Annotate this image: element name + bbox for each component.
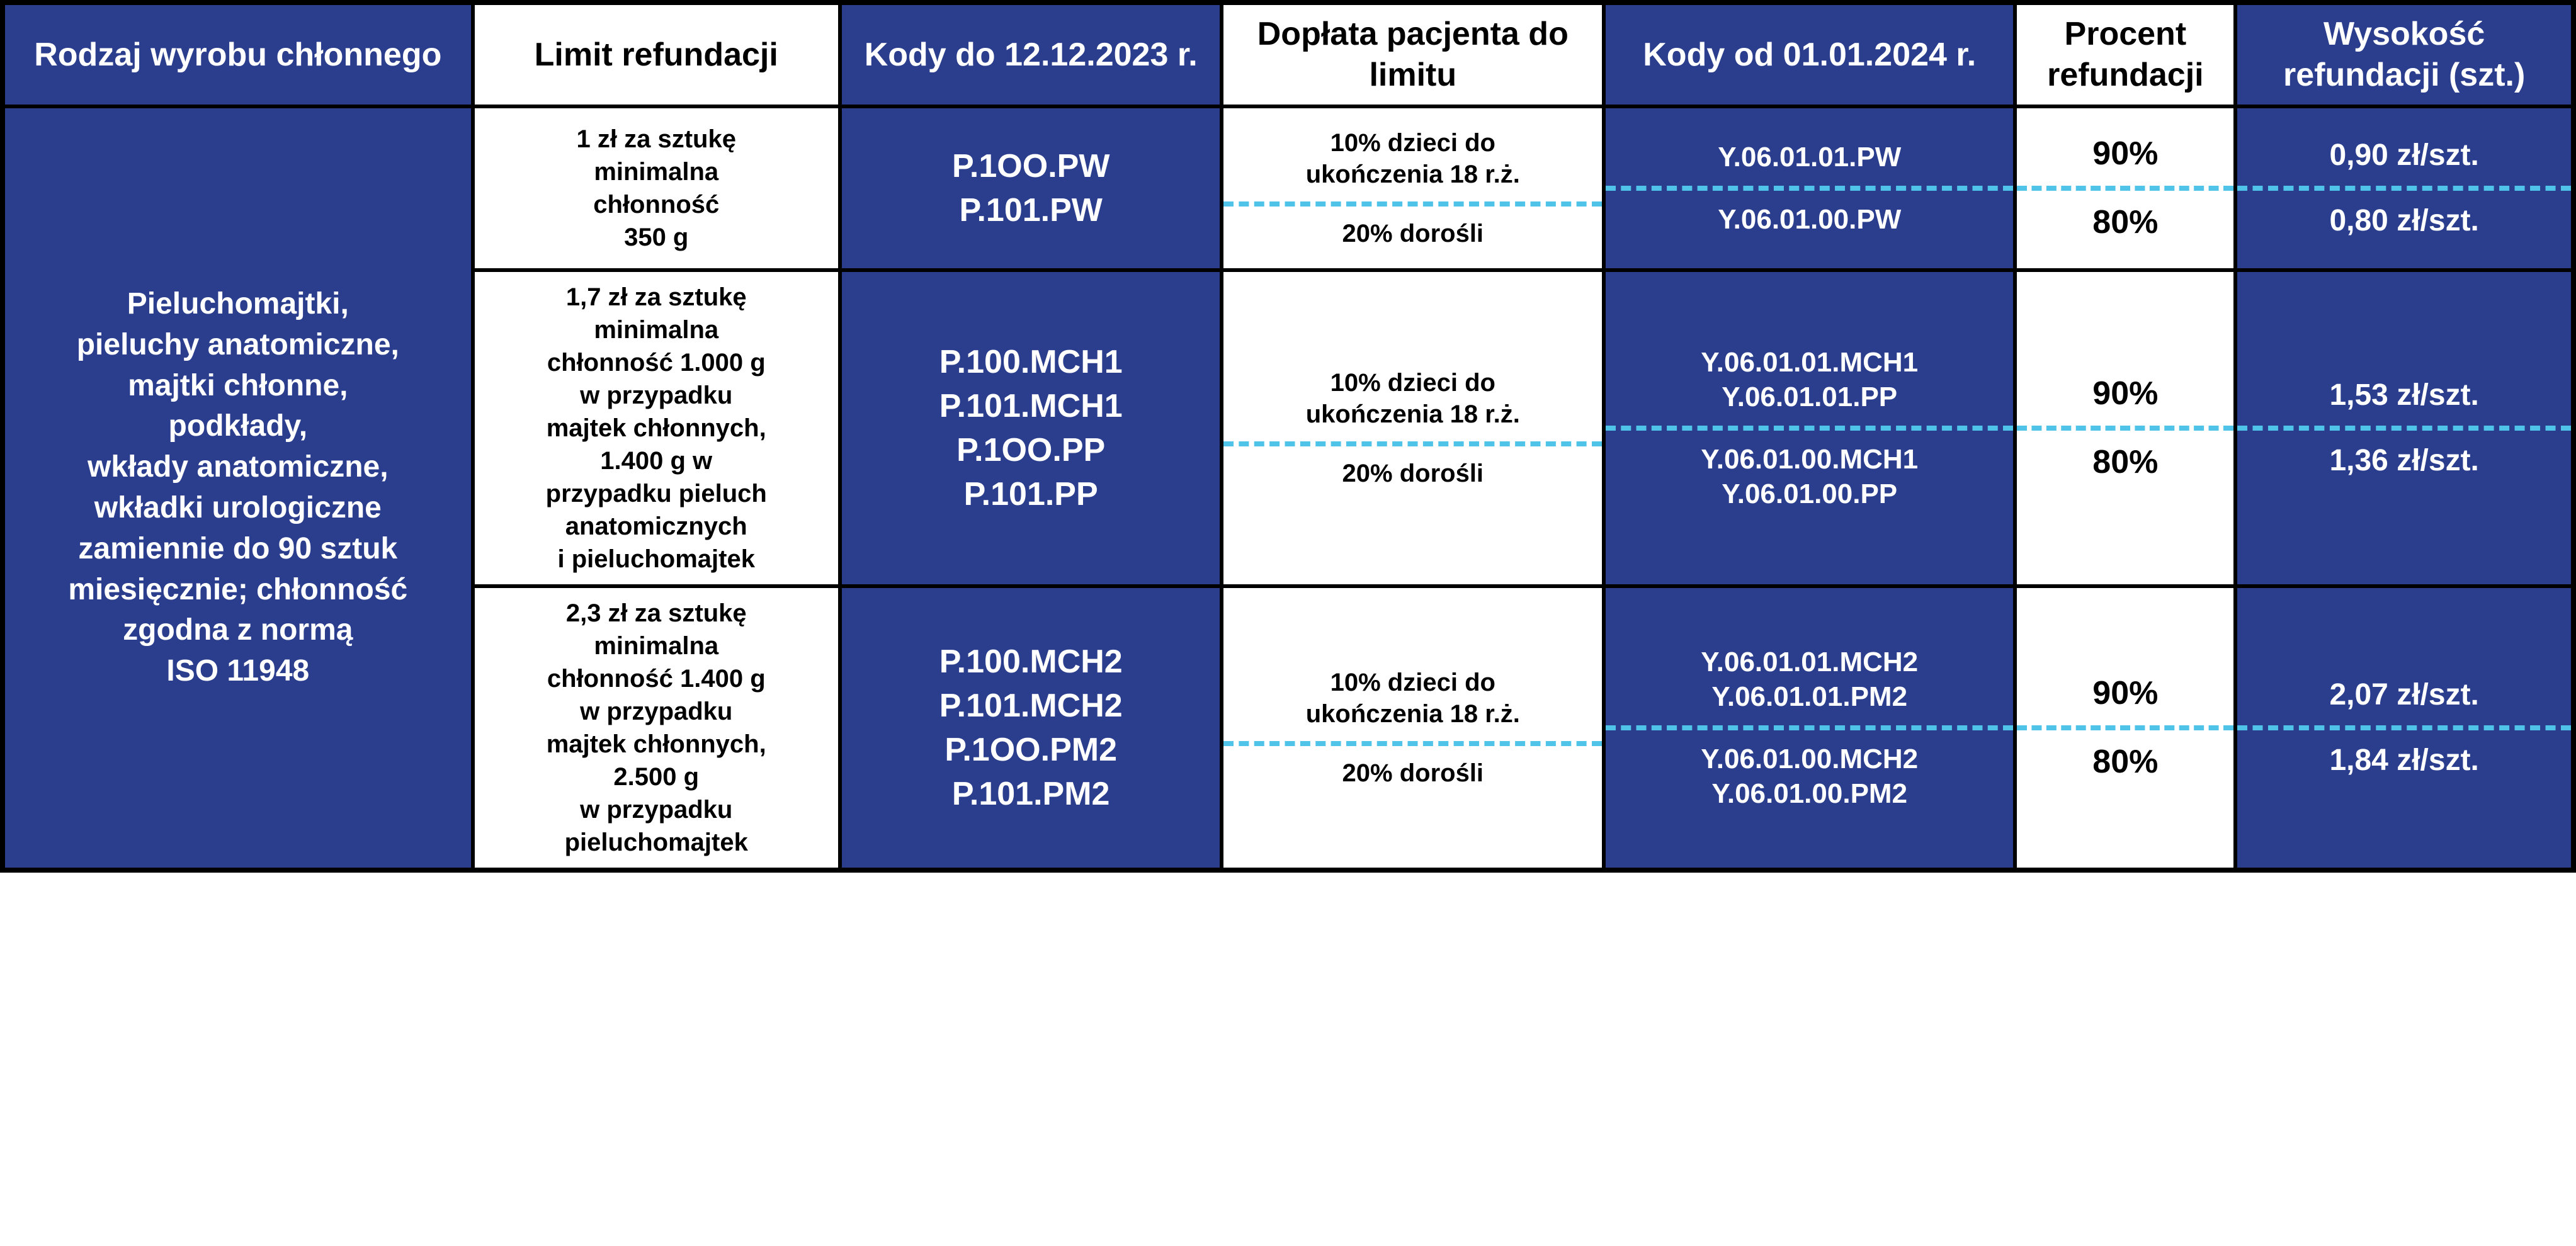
- cell-doplata-1-part-1: 20% dorośli: [1223, 207, 1602, 261]
- dashed-separator: [2017, 426, 2233, 431]
- cell-codes-new-1-part-0: Y.06.01.01.PW: [1606, 128, 2013, 186]
- cell-wysokosc-2-part-1: 1,36 zł/szt.: [2237, 431, 2571, 491]
- cell-procent-1-part-0: 90%: [2017, 122, 2233, 186]
- cell-codes-new-1-part-1: Y.06.01.00.PW: [1606, 191, 2013, 248]
- dashed-separator: [2237, 186, 2571, 191]
- dashed-separator: [2017, 725, 2233, 730]
- cell-procent-3: 90%80%: [2015, 586, 2235, 870]
- col-header-6: Wysokość refundacji (szt.): [2235, 3, 2573, 106]
- col-header-4: Kody od 01.01.2024 r.: [1604, 3, 2015, 106]
- cell-wysokosc-3-part-1: 1,84 zł/szt.: [2237, 730, 2571, 791]
- cell-wysokosc-1-part-0: 0,90 zł/szt.: [2237, 125, 2571, 186]
- cell-doplata-2-part-0: 10% dzieci do ukończenia 18 r.ż.: [1223, 356, 1602, 441]
- dashed-separator: [1606, 186, 2013, 191]
- cell-wysokosc-2-part-0: 1,53 zł/szt.: [2237, 365, 2571, 426]
- table-row: Pieluchomajtki, pieluchy anatomiczne, ma…: [3, 106, 2573, 270]
- cell-doplata-1: 10% dzieci do ukończenia 18 r.ż. 20% doro…: [1222, 106, 1604, 270]
- cell-procent-3-part-0: 90%: [2017, 662, 2233, 725]
- cell-codes-new-2: Y.06.01.01.MCH1 Y.06.01.01.PPY.06.01.00.…: [1604, 270, 2015, 586]
- cell-doplata-2: 10% dzieci do ukończenia 18 r.ż.20% doro…: [1222, 270, 1604, 586]
- cell-codes-new-3-part-0: Y.06.01.01.MCH2 Y.06.01.01.PM2: [1606, 633, 2013, 725]
- cell-codes-old-3: P.100.MCH2 P.101.MCH2 P.1OO.PM2 P.101.PM…: [840, 586, 1222, 870]
- dashed-separator: [2237, 426, 2571, 431]
- dashed-separator: [1606, 426, 2013, 431]
- cell-limit-1: 1 zł za sztukę minimalna chłonność 350 g: [473, 106, 840, 270]
- row-header-product: Pieluchomajtki, pieluchy anatomiczne, ma…: [3, 106, 473, 870]
- cell-doplata-1-part-0: 10% dzieci do ukończenia 18 r.ż.: [1223, 116, 1602, 201]
- cell-procent-2: 90%80%: [2015, 270, 2235, 586]
- col-header-1: Limit refundacji: [473, 3, 840, 106]
- col-header-0: Rodzaj wyrobu chłonnego: [3, 3, 473, 106]
- table-header-row: Rodzaj wyrobu chłonnegoLimit refundacjiK…: [3, 3, 2573, 106]
- col-header-5: Procent refundacji: [2015, 3, 2235, 106]
- cell-codes-new-3: Y.06.01.01.MCH2 Y.06.01.01.PM2Y.06.01.00…: [1604, 586, 2015, 870]
- refund-table: Rodzaj wyrobu chłonnegoLimit refundacjiK…: [0, 0, 2576, 873]
- cell-codes-new-2-part-0: Y.06.01.01.MCH1 Y.06.01.01.PP: [1606, 334, 2013, 426]
- cell-procent-2-part-1: 80%: [2017, 431, 2233, 494]
- cell-codes-old-1: P.1OO.PW P.101.PW: [840, 106, 1222, 270]
- dashed-separator: [1223, 201, 1602, 207]
- cell-wysokosc-1-part-1: 0,80 zł/szt.: [2237, 191, 2571, 251]
- cell-doplata-3-part-1: 20% dorośli: [1223, 746, 1602, 800]
- dashed-separator: [2017, 186, 2233, 191]
- dashed-separator: [1223, 441, 1602, 446]
- cell-wysokosc-3: 2,07 zł/szt.1,84 zł/szt.: [2235, 586, 2573, 870]
- cell-procent-3-part-1: 80%: [2017, 730, 2233, 794]
- cell-doplata-3: 10% dzieci do ukończenia 18 r.ż.20% doro…: [1222, 586, 1604, 870]
- cell-limit-2: 1,7 zł za sztukę minimalna chłonność 1.0…: [473, 270, 840, 586]
- cell-doplata-2-part-1: 20% dorośli: [1223, 446, 1602, 501]
- cell-codes-old-2: P.100.MCH1 P.101.MCH1 P.1OO.PP P.101.PP: [840, 270, 1222, 586]
- cell-codes-new-1: Y.06.01.01.PWY.06.01.00.PW: [1604, 106, 2015, 270]
- col-header-3: Dopłata pacjenta do limitu: [1222, 3, 1604, 106]
- dashed-separator: [1223, 741, 1602, 746]
- dashed-separator: [2237, 725, 2571, 730]
- cell-procent-2-part-0: 90%: [2017, 362, 2233, 426]
- cell-codes-new-3-part-1: Y.06.01.00.MCH2 Y.06.01.00.PM2: [1606, 730, 2013, 822]
- cell-wysokosc-1: 0,90 zł/szt.0,80 zł/szt.: [2235, 106, 2573, 270]
- cell-procent-1-part-1: 80%: [2017, 191, 2233, 254]
- dashed-separator: [1606, 725, 2013, 730]
- cell-wysokosc-3-part-0: 2,07 zł/szt.: [2237, 665, 2571, 725]
- cell-codes-new-2-part-1: Y.06.01.00.MCH1 Y.06.01.00.PP: [1606, 431, 2013, 523]
- cell-procent-1: 90%80%: [2015, 106, 2235, 270]
- col-header-2: Kody do 12.12.2023 r.: [840, 3, 1222, 106]
- cell-wysokosc-2: 1,53 zł/szt.1,36 zł/szt.: [2235, 270, 2573, 586]
- cell-doplata-3-part-0: 10% dzieci do ukończenia 18 r.ż.: [1223, 655, 1602, 741]
- cell-limit-3: 2,3 zł za sztukę minimalna chłonność 1.4…: [473, 586, 840, 870]
